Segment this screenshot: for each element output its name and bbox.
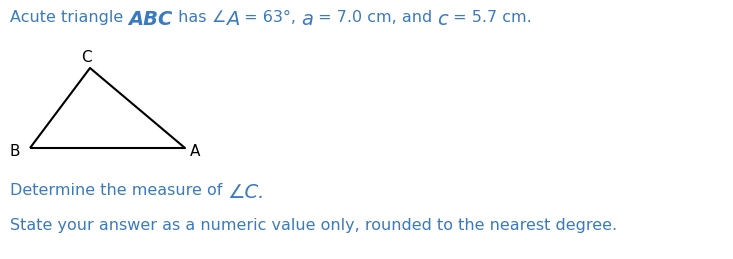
Text: B: B [10,143,20,159]
Text: A: A [190,143,200,159]
Text: a: a [301,10,313,29]
Text: = 63°,: = 63°, [239,10,301,25]
Text: State your answer as a numeric value only, rounded to the nearest degree.: State your answer as a numeric value onl… [10,218,617,233]
Text: Acute triangle: Acute triangle [10,10,128,25]
Text: has: has [173,10,211,25]
Text: ∠C.: ∠C. [227,183,265,202]
Text: ABC: ABC [128,10,173,29]
Text: c: c [438,10,449,29]
Text: C: C [81,50,92,65]
Text: = 7.0 cm, and: = 7.0 cm, and [313,10,438,25]
Text: ∠: ∠ [211,10,226,25]
Text: = 5.7 cm.: = 5.7 cm. [449,10,532,25]
Text: Determine the measure of: Determine the measure of [10,183,227,198]
Text: A: A [226,10,239,29]
